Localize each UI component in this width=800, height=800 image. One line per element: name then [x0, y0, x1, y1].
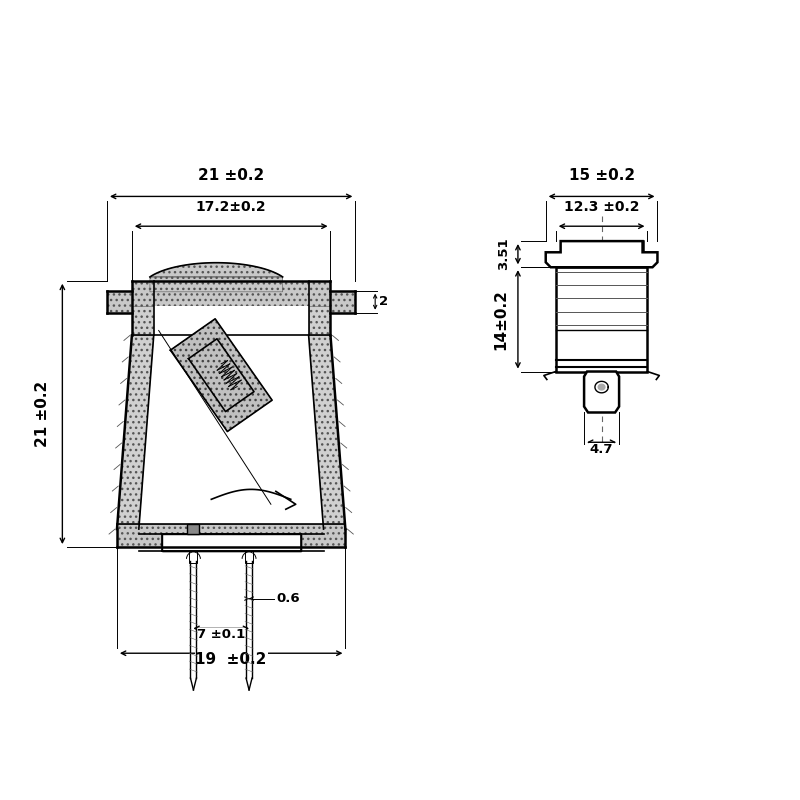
Text: 15 ±0.2: 15 ±0.2 [569, 167, 634, 182]
Polygon shape [170, 319, 272, 431]
Bar [162, 534, 301, 551]
Polygon shape [117, 524, 346, 547]
Bar [245, 551, 253, 563]
Bar [556, 267, 647, 371]
Polygon shape [132, 281, 154, 335]
Text: 4.7: 4.7 [590, 443, 614, 456]
Text: 19  ±0.2: 19 ±0.2 [195, 652, 267, 667]
Polygon shape [309, 335, 346, 529]
Polygon shape [598, 384, 605, 390]
Text: 2: 2 [379, 295, 388, 308]
Polygon shape [117, 335, 154, 529]
Polygon shape [150, 262, 282, 292]
Text: 3.51: 3.51 [497, 238, 510, 270]
Text: 21 ±0.2: 21 ±0.2 [35, 381, 50, 447]
Polygon shape [546, 241, 658, 267]
Text: 17.2±0.2: 17.2±0.2 [196, 200, 266, 214]
Text: 21 ±0.2: 21 ±0.2 [198, 167, 264, 182]
Text: 12.3 ±0.2: 12.3 ±0.2 [564, 200, 639, 214]
Text: 14±0.2: 14±0.2 [493, 289, 508, 350]
Polygon shape [107, 290, 132, 313]
Polygon shape [584, 371, 619, 413]
Polygon shape [162, 534, 301, 551]
Bar [154, 306, 309, 524]
Polygon shape [330, 290, 355, 313]
Text: 0.6: 0.6 [277, 592, 301, 605]
Polygon shape [309, 281, 330, 335]
Text: 7 ±0.1: 7 ±0.1 [197, 628, 246, 642]
Polygon shape [132, 281, 330, 306]
Bar [187, 524, 199, 534]
Bar [190, 551, 198, 563]
Bar [561, 241, 642, 252]
